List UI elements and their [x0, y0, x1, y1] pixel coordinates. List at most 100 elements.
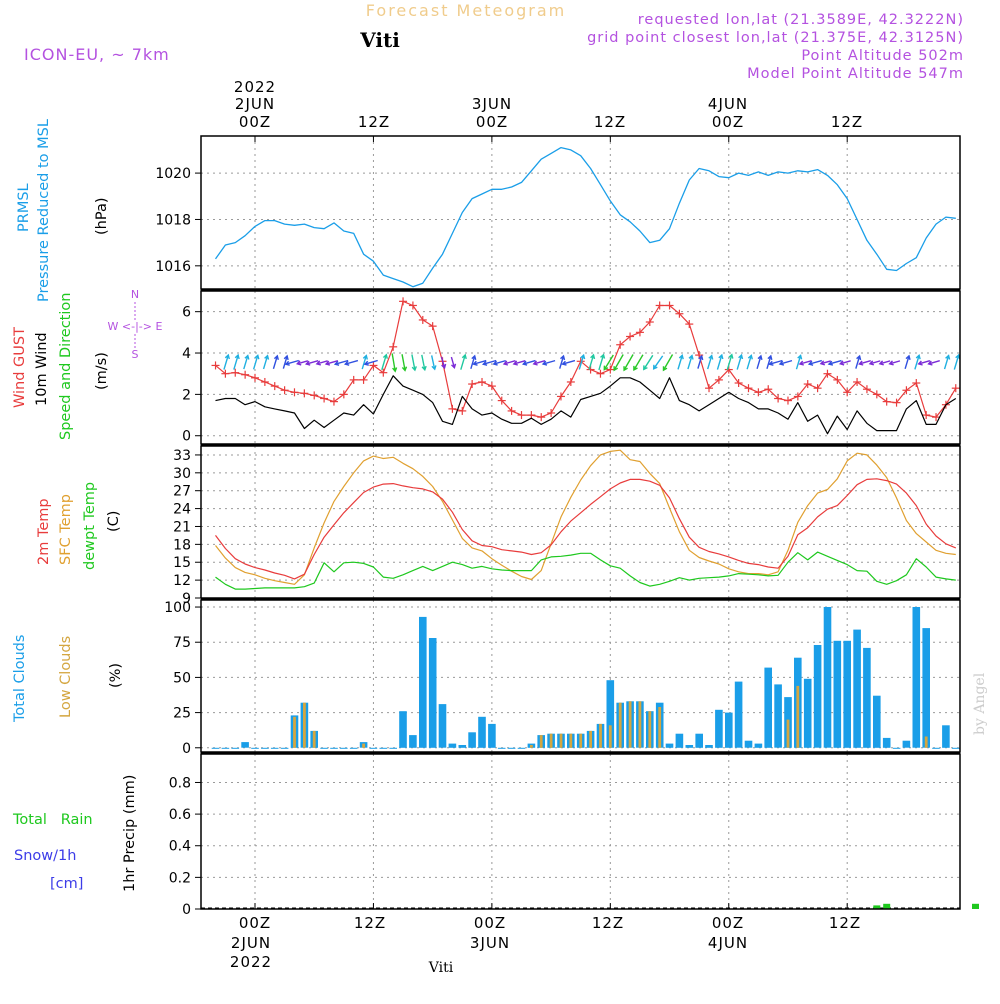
wind-direction-arrow: [473, 359, 487, 365]
top-hour-label: 00Z: [239, 113, 271, 131]
wind-direction-arrow: [282, 355, 288, 369]
compass-south: S: [132, 348, 139, 361]
wind-arrow-head: [264, 354, 270, 360]
rain-bar: [873, 905, 881, 909]
wind-direction-arrow: [252, 355, 259, 370]
wind-direction-arrow: [460, 354, 466, 370]
low-cloud-bar: [786, 719, 790, 748]
wind-direction-arrow: [840, 360, 851, 365]
temp-unit: (C): [106, 511, 122, 532]
y-tick-label: 0: [182, 741, 191, 757]
total-cloud-bar: [349, 747, 358, 749]
temp-dewpoint-label: dewpt Temp: [82, 482, 98, 570]
wind-direction-arrow: [904, 355, 910, 369]
wind-arrow-head: [600, 353, 606, 359]
low-cloud-bar: [312, 730, 316, 748]
total-cloud-bar: [843, 640, 851, 748]
wind-direction-arrow: [450, 356, 456, 368]
wind-direction-arrow: [697, 355, 703, 369]
wind-direction-arrow: [726, 354, 733, 371]
wind-arrow-head: [283, 354, 289, 361]
wind-arrow-head: [244, 354, 250, 360]
wind-arrow-head: [315, 360, 321, 366]
wind-arrow-head: [362, 354, 368, 360]
wind-direction-arrow: [411, 354, 416, 371]
axis-layer: 1016101810200246912151821242730330255075…: [155, 136, 848, 918]
wind-arrow-head: [718, 353, 724, 360]
wind-direction-arrow: [799, 359, 812, 365]
wind-10m-label: 10m Wind: [34, 332, 50, 406]
wind-direction-arrow: [677, 355, 683, 370]
wind-direction-arrow: [820, 360, 831, 365]
y-tick-label: 0: [182, 429, 191, 445]
total-cloud-bar: [458, 745, 467, 748]
wind-direction-arrow: [953, 354, 960, 370]
wind-arrow-head: [304, 360, 311, 366]
precip-rain-label: Total Rain: [12, 812, 93, 828]
wind-direction-arrow: [401, 354, 406, 371]
grid-point-coords: grid point closest lon,lat (21.375E, 42.…: [587, 30, 964, 46]
top-hour-label: 12Z: [831, 113, 863, 131]
total-cloud-bar: [241, 742, 249, 748]
wind-arrow-head: [273, 354, 279, 360]
total-cloud-bar: [813, 645, 822, 748]
wind-direction-arrow: [603, 354, 614, 370]
total-cloud-bar: [892, 747, 901, 749]
wind-10m-line: [215, 375, 957, 435]
wind-direction-arrow: [859, 360, 871, 365]
panel-frame: [200, 445, 961, 599]
top-date-label: 2JUN: [235, 95, 275, 113]
wind-direction-arrow: [493, 359, 506, 365]
gust-line: [215, 300, 957, 418]
total-cloud-bar: [507, 747, 516, 749]
model-altitude: Model Point Altitude 547m: [747, 66, 964, 82]
chart-title: Forecast Meteogram: [366, 1, 566, 20]
wind-arrow-head: [888, 360, 894, 366]
wind-direction-arrow: [779, 359, 793, 365]
pressure-line: [214, 146, 956, 288]
low-cloud-bar: [362, 743, 365, 748]
model-label: ICON-EU, ~ 7km: [24, 45, 170, 64]
wind-arrow-head: [797, 354, 803, 360]
y-tick-label: 0.6: [169, 807, 191, 823]
wind-direction-arrow: [262, 355, 269, 370]
wind-direction-arrow: [421, 354, 426, 370]
low-cloud-bar: [303, 702, 306, 748]
sfc-temp-line: [215, 449, 956, 585]
data-layer: [201, 146, 979, 909]
wind-arrow-head: [827, 360, 834, 366]
total-cloud-bar: [675, 733, 684, 748]
y-tick-label: 0.2: [169, 870, 191, 886]
wind-arrow-head: [363, 360, 369, 366]
top-hour-label: 00Z: [476, 113, 508, 131]
clouds-unit: (%): [108, 663, 124, 688]
wind-direction-arrow: [808, 359, 822, 365]
wind-arrow-head: [560, 354, 566, 361]
wind-arrow-head: [502, 360, 509, 366]
pressure-unit: (hPa): [94, 198, 110, 235]
wind-direction-arrow: [889, 360, 901, 365]
total-cloud-bar: [685, 745, 694, 748]
wind-arrow-head: [603, 365, 609, 371]
wind-direction-arrow: [643, 354, 654, 370]
low-cloud-bar: [549, 733, 553, 748]
wind-arrow-head: [421, 365, 427, 372]
wind-direction-arrow: [430, 355, 436, 370]
panel-frame: [200, 753, 961, 910]
wind-direction-arrow: [381, 354, 387, 371]
total-cloud-bar: [695, 733, 703, 748]
total-cloud-bar: [942, 725, 950, 748]
wind-arrow-head: [431, 365, 437, 371]
total-cloud-bar: [853, 629, 861, 748]
top-year-label: 2022: [234, 78, 276, 96]
wind-direction-arrow: [706, 355, 713, 370]
wind-arrow-head: [858, 360, 864, 366]
wind-direction-arrow: [297, 360, 309, 365]
y-tick-label: 0.8: [169, 775, 191, 791]
temp-sfc-label: SFC Temp: [58, 494, 74, 565]
wind-arrow-head: [561, 360, 567, 366]
wind-direction-arrow: [364, 359, 378, 365]
total-cloud-bar: [912, 607, 921, 748]
wind-arrow-head: [807, 360, 814, 366]
